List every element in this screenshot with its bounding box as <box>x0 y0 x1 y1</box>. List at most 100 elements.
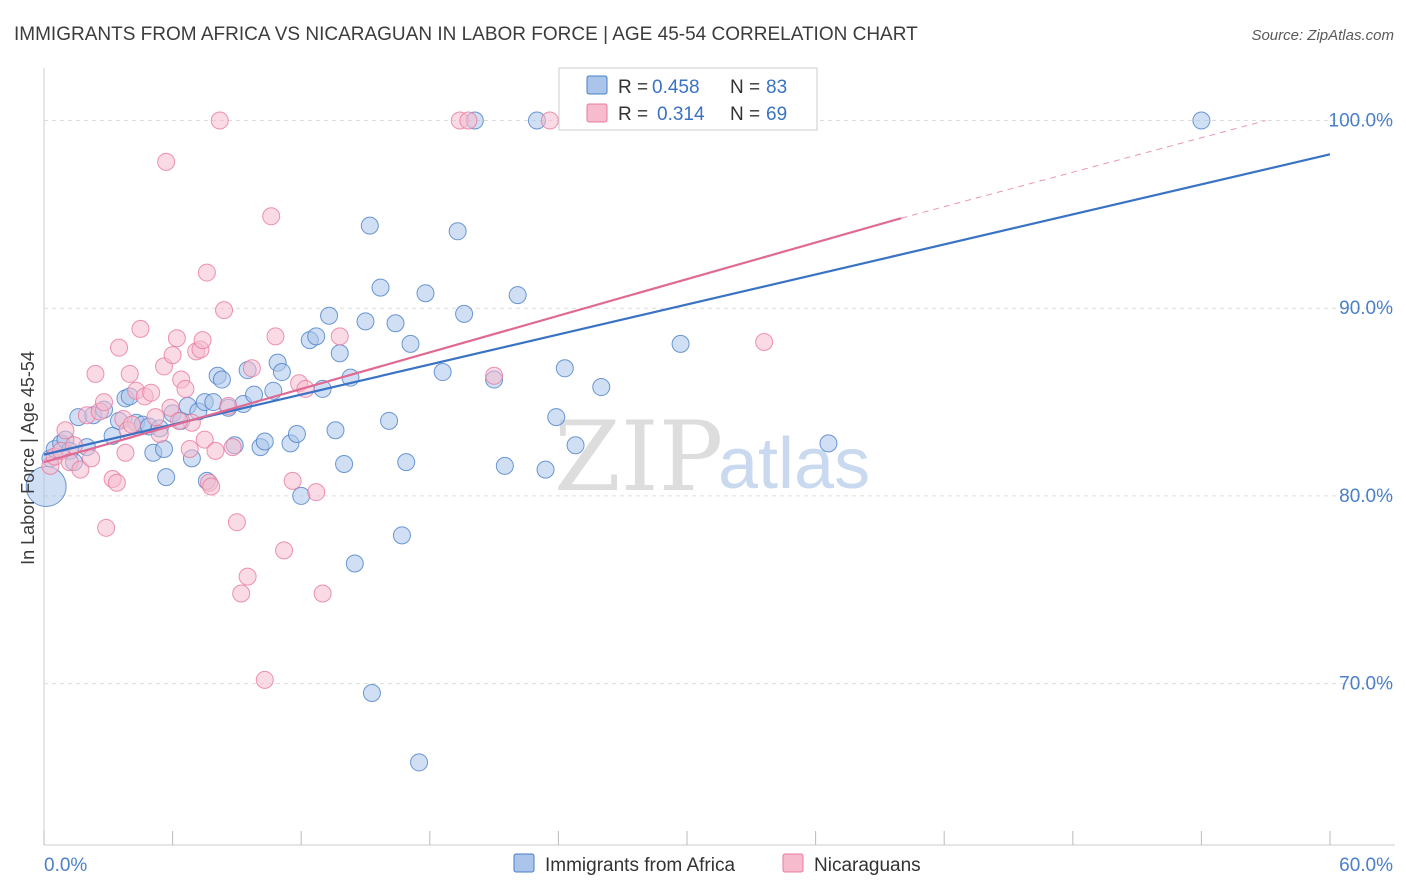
point-immigrants-from-africa <box>392 526 411 545</box>
point-immigrants-from-africa <box>455 304 474 323</box>
point-nicaraguans <box>193 331 212 350</box>
y-tick-label: 90.0% <box>1339 298 1393 319</box>
stats-legend-n-value: 69 <box>766 104 787 125</box>
point-immigrants-from-africa <box>416 284 435 303</box>
point-nicaraguans <box>163 346 182 365</box>
point-nicaraguans <box>146 408 165 427</box>
point-immigrants-from-africa <box>508 286 527 305</box>
point-nicaraguans <box>210 111 229 130</box>
point-immigrants-from-africa <box>401 334 420 353</box>
point-immigrants-from-africa <box>819 434 838 453</box>
point-nicaraguans <box>262 207 281 226</box>
stats-legend: R = 0.458 N = 83 R = 0.314 N = 69 <box>558 67 818 131</box>
point-immigrants-from-africa <box>671 334 690 353</box>
point-nicaraguans <box>82 449 101 468</box>
point-nicaraguans <box>485 366 504 385</box>
point-immigrants-from-africa <box>287 424 306 443</box>
point-immigrants-from-africa <box>272 363 291 382</box>
point-nicaraguans <box>266 327 285 346</box>
legend-label-nicaraguans: Nicaraguans <box>814 855 921 876</box>
point-nicaraguans <box>255 670 274 689</box>
point-nicaraguans <box>97 518 116 537</box>
stats-legend-r-value: 0.458 <box>652 77 700 98</box>
legend-swatch-nicaraguans <box>782 853 804 873</box>
point-immigrants-from-africa <box>380 411 399 430</box>
axes <box>43 68 1395 846</box>
y-tick-labels: 70.0% 80.0% 90.0% 100.0% <box>1329 111 1394 695</box>
legend-swatch-africa <box>513 853 535 873</box>
point-nicaraguans <box>116 443 135 462</box>
stats-legend-r-value: 0.314 <box>657 104 705 125</box>
point-immigrants-from-africa <box>212 370 231 389</box>
point-immigrants-from-africa <box>566 436 585 455</box>
point-immigrants-from-africa <box>371 278 390 297</box>
point-immigrants-from-africa <box>362 683 381 702</box>
point-nicaraguans <box>313 584 332 603</box>
stats-legend-n-value: 83 <box>766 77 787 98</box>
point-immigrants-from-africa <box>335 455 354 474</box>
point-nicaraguans <box>161 398 180 417</box>
point-nicaraguans <box>56 421 75 440</box>
chart-title: IMMIGRANTS FROM AFRICA VS NICARAGUAN IN … <box>14 24 918 45</box>
stats-legend-swatch-pink <box>586 103 608 123</box>
point-nicaraguans <box>180 439 199 458</box>
point-nicaraguans <box>86 364 105 383</box>
point-immigrants-from-africa <box>330 344 349 363</box>
point-immigrants-from-africa <box>360 216 379 235</box>
trend-lines <box>43 120 1331 464</box>
point-immigrants-from-africa <box>320 306 339 325</box>
stats-legend-r-label: R = <box>618 104 648 125</box>
point-immigrants-from-africa <box>386 314 405 333</box>
point-immigrants-from-africa <box>157 468 176 487</box>
point-nicaraguans <box>107 473 126 492</box>
y-tick-label: 100.0% <box>1329 111 1394 132</box>
point-immigrants-from-africa <box>345 554 364 573</box>
stats-legend-n-label: N = <box>730 77 760 98</box>
point-nicaraguans <box>227 513 246 532</box>
point-nicaraguans <box>142 383 161 402</box>
point-nicaraguans <box>283 471 302 490</box>
point-immigrants-from-africa <box>536 460 555 479</box>
point-nicaraguans <box>167 329 186 348</box>
point-immigrants-from-africa <box>433 363 452 382</box>
point-immigrants-from-africa <box>397 453 416 472</box>
point-nicaraguans <box>540 111 559 130</box>
point-immigrants-from-africa <box>592 378 611 397</box>
point-nicaraguans <box>95 393 114 412</box>
point-nicaraguans <box>176 379 195 398</box>
stats-legend-swatch-blue <box>586 75 608 95</box>
point-immigrants-from-africa <box>410 753 429 772</box>
point-immigrants-from-africa <box>448 222 467 241</box>
legend-label-africa: Immigrants from Africa <box>545 855 735 876</box>
stats-legend-r-label: R = <box>618 77 648 98</box>
point-immigrants-from-africa <box>307 327 326 346</box>
point-nicaraguans <box>238 567 257 586</box>
point-immigrants-from-africa <box>292 486 311 505</box>
trend-line-nicaraguans <box>43 217 902 464</box>
x-tick-label: 0.0% <box>44 855 87 876</box>
series-legend: Immigrants from Africa Nicaraguans <box>513 853 921 876</box>
point-nicaraguans <box>206 441 225 460</box>
point-nicaraguans <box>459 111 478 130</box>
point-nicaraguans <box>330 327 349 346</box>
point-immigrants-from-africa <box>255 432 274 451</box>
point-nicaraguans <box>275 541 294 560</box>
y-axis-label: In Labor Force | Age 45-54 <box>18 351 38 565</box>
y-tick-label: 70.0% <box>1339 674 1393 695</box>
watermark-zip: ZIP <box>554 401 723 513</box>
point-nicaraguans <box>120 364 139 383</box>
stats-legend-n-label: N = <box>730 104 760 125</box>
x-tick-label: 60.0% <box>1339 855 1393 876</box>
point-nicaraguans <box>157 152 176 171</box>
point-nicaraguans <box>110 338 129 357</box>
point-immigrants-from-africa <box>495 456 514 475</box>
point-immigrants-from-africa <box>326 421 345 440</box>
point-nicaraguans <box>232 584 251 603</box>
point-nicaraguans <box>202 477 221 496</box>
point-immigrants-from-africa <box>204 393 223 412</box>
point-nicaraguans <box>197 263 216 282</box>
point-immigrants-from-africa <box>356 312 375 331</box>
trend-line-immigrants-from-africa <box>43 153 1331 456</box>
point-nicaraguans <box>755 333 774 352</box>
